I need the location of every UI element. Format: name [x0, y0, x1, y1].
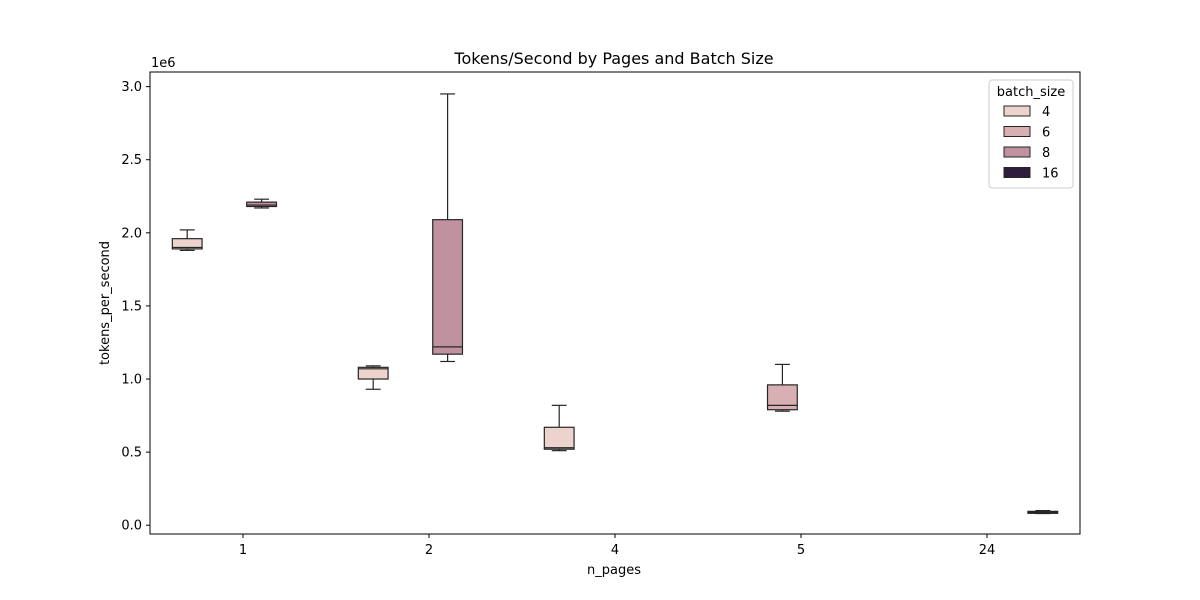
box-iqr [246, 201, 278, 208]
box-plot [1027, 510, 1059, 515]
legend-label: 8 [1042, 146, 1050, 161]
box-iqr [432, 219, 464, 355]
legend-items: 4 6 8 16 [1003, 105, 1059, 182]
box-plot [171, 229, 203, 251]
axis-ticks: 0.00.51.01.52.02.53.01 2 4 5 24 [121, 80, 995, 558]
box-iqr [543, 426, 575, 450]
legend: batch_size 4 6 8 16 [988, 79, 1074, 189]
y-axis-offset-label: 1e6 [151, 56, 176, 71]
legend-title: batch_size [997, 85, 1065, 100]
x-tick-label: 5 [797, 543, 805, 558]
x-tick-label: 2 [425, 543, 433, 558]
legend-label: 4 [1042, 105, 1050, 120]
legend-swatch [1003, 105, 1031, 117]
box-plot [246, 198, 278, 209]
y-tick-label: 0.5 [121, 446, 142, 461]
legend-swatch [1003, 146, 1031, 158]
y-tick-label: 1.0 [121, 373, 142, 388]
box-plot [357, 365, 389, 390]
box-iqr [357, 366, 389, 380]
y-tick-label: 2.5 [121, 153, 142, 168]
legend-swatch [1003, 126, 1031, 137]
box-iqr [766, 384, 798, 411]
box-plot [766, 363, 798, 412]
box-plots [171, 93, 1059, 515]
x-tick-label: 1 [239, 543, 247, 558]
plot-frame [149, 71, 1081, 535]
x-axis-label: n_pages [587, 563, 641, 578]
chart-title: Tokens/Second by Pages and Batch Size [453, 49, 773, 68]
y-tick-label: 2.0 [121, 226, 142, 241]
box-plot [432, 93, 464, 363]
y-tick-label: 3.0 [121, 80, 142, 95]
x-tick-label: 24 [979, 543, 996, 558]
legend-label: 6 [1042, 126, 1050, 141]
legend-label: 16 [1042, 167, 1059, 182]
legend-swatch [1003, 167, 1031, 178]
y-axis-label: tokens_per_second [98, 241, 113, 365]
y-tick-label: 1.5 [121, 299, 142, 314]
box-plot [543, 404, 575, 452]
y-tick-label: 0.0 [121, 519, 142, 534]
x-tick-label: 4 [611, 543, 619, 558]
box-iqr [171, 238, 203, 250]
